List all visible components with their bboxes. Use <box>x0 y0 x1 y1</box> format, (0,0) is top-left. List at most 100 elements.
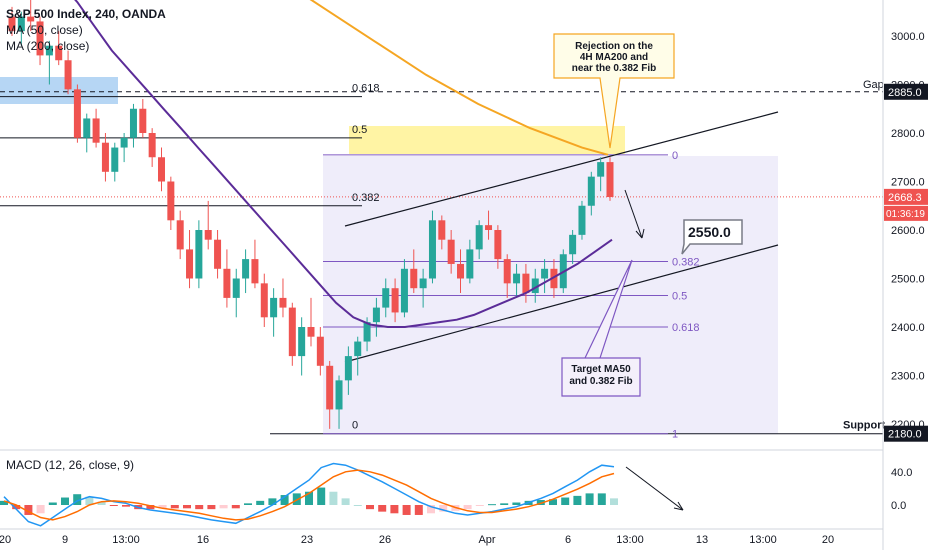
countdown-bg <box>884 205 928 221</box>
candle-body <box>531 278 539 294</box>
macd-histogram-bar <box>500 503 509 505</box>
ma50-line <box>74 0 613 328</box>
macd-arrow-head <box>673 501 684 511</box>
candle-body <box>204 230 212 240</box>
ma200-line <box>309 0 609 156</box>
time-tick-label: 16 <box>197 534 209 546</box>
candle-body <box>522 273 530 294</box>
macd-legend: MACD (12, 26, close, 9) <box>6 458 135 472</box>
candle-body <box>410 268 418 289</box>
time-tick-label: 23 <box>301 534 313 546</box>
candle-body <box>139 108 147 133</box>
macd-histogram-bar <box>36 505 45 514</box>
annotation-bottom-callout <box>561 259 641 397</box>
candle-body <box>597 162 605 177</box>
macd-histogram-bar <box>73 494 82 505</box>
fib-level-label: 0.618 <box>352 83 380 95</box>
macd-histogram-bar <box>573 495 582 505</box>
macd-histogram-bar <box>488 504 496 506</box>
macd-histogram-bar <box>402 505 411 515</box>
candle-body <box>354 341 362 357</box>
target-value: 2550.0 <box>688 224 731 240</box>
instrument-title: S&P 500 Index, 240, OANDA <box>6 7 166 21</box>
price-tick-label: 2200.0 <box>891 419 925 431</box>
support-price-tag: 2180.0 <box>888 429 922 441</box>
candle-body <box>400 268 408 313</box>
candle-body <box>223 268 231 298</box>
macd-histogram-bar <box>597 493 606 505</box>
macd-line <box>3 462 615 527</box>
candle-body <box>232 278 240 298</box>
candle-body <box>73 89 81 138</box>
candle-body <box>288 307 296 357</box>
gap-zone-box <box>0 77 118 104</box>
candle-body <box>503 259 511 284</box>
macd-tick-label: 0.0 <box>891 500 906 512</box>
macd-histogram-bar <box>158 505 167 509</box>
candle-body <box>391 288 399 313</box>
macd-histogram-bar <box>585 493 594 505</box>
candle-body <box>279 297 287 308</box>
gap-price-tag: 2885.0 <box>888 87 922 99</box>
candle-body <box>298 327 306 357</box>
time-tick-label: 20 <box>822 534 834 546</box>
current-price-tag-bg <box>884 188 928 205</box>
annotation-top-callout <box>553 33 675 149</box>
projection-arrow-head <box>635 228 645 239</box>
candle-body <box>587 176 595 206</box>
macd-histogram-bar <box>561 497 570 505</box>
fib-zone-box <box>349 126 625 154</box>
macd-histogram-bar <box>317 487 326 505</box>
candle-body <box>260 283 268 318</box>
price-tick-label: 2900.0 <box>891 80 925 92</box>
time-tick-label: 6 <box>565 534 571 546</box>
candle-body <box>485 225 493 230</box>
macd-histogram-bar <box>61 497 69 505</box>
chart-legend: S&P 500 Index, 240, OANDA MA (50, close)… <box>6 6 166 54</box>
channel-fib-label: 0.5 <box>672 290 687 302</box>
candle-body <box>8 16 16 32</box>
channel-fib-label: 0.382 <box>672 257 700 269</box>
macd-tick-label: 40.0 <box>891 467 912 479</box>
macd-histogram-bar <box>280 495 289 505</box>
time-tick-label: 20 <box>0 534 11 546</box>
candle-body <box>363 322 371 342</box>
macd-histogram-bar <box>48 502 57 505</box>
price-tick-label: 2700.0 <box>891 177 925 189</box>
macd-histogram-bar <box>183 505 191 509</box>
macd-histogram-bar <box>170 505 179 509</box>
candle-body <box>457 263 464 279</box>
price-tick-label: 3000.0 <box>891 31 925 43</box>
fib-level-label: 0.5 <box>352 124 367 136</box>
macd-histogram-bar <box>219 505 228 509</box>
candle-body <box>64 60 72 90</box>
macd-histogram-bar <box>268 498 277 505</box>
support-label: Support <box>843 420 885 432</box>
candle-body <box>55 45 63 61</box>
macd-histogram-bar <box>256 500 265 505</box>
annotation-top-line: 4H MA200 and <box>580 52 648 63</box>
candle-body <box>578 205 586 235</box>
macd-arrow-line <box>625 466 684 511</box>
support-price-tag-bg <box>884 425 928 442</box>
time-tick-label: 13 <box>696 534 708 546</box>
ma200-legend: MA (200, close) <box>6 39 90 53</box>
candle-body <box>550 268 558 289</box>
candle-body <box>344 356 352 381</box>
candle-body <box>541 268 549 279</box>
candle-body <box>129 108 137 138</box>
macd-histogram-bar <box>109 505 118 506</box>
macd-histogram-bar <box>195 505 204 510</box>
channel-upper-line <box>344 111 779 227</box>
macd-histogram-bar <box>0 500 8 505</box>
gap-price-tag-bg <box>884 83 928 100</box>
channel-lower-line <box>344 244 779 363</box>
candle-body <box>83 118 91 138</box>
time-tick-label: 13:00 <box>112 534 140 546</box>
price-tick-label: 2600.0 <box>891 225 925 237</box>
candle-body <box>447 239 455 264</box>
annotation-top-line: near the 0.382 Fib <box>572 63 656 74</box>
macd-histogram-bar <box>12 505 21 510</box>
